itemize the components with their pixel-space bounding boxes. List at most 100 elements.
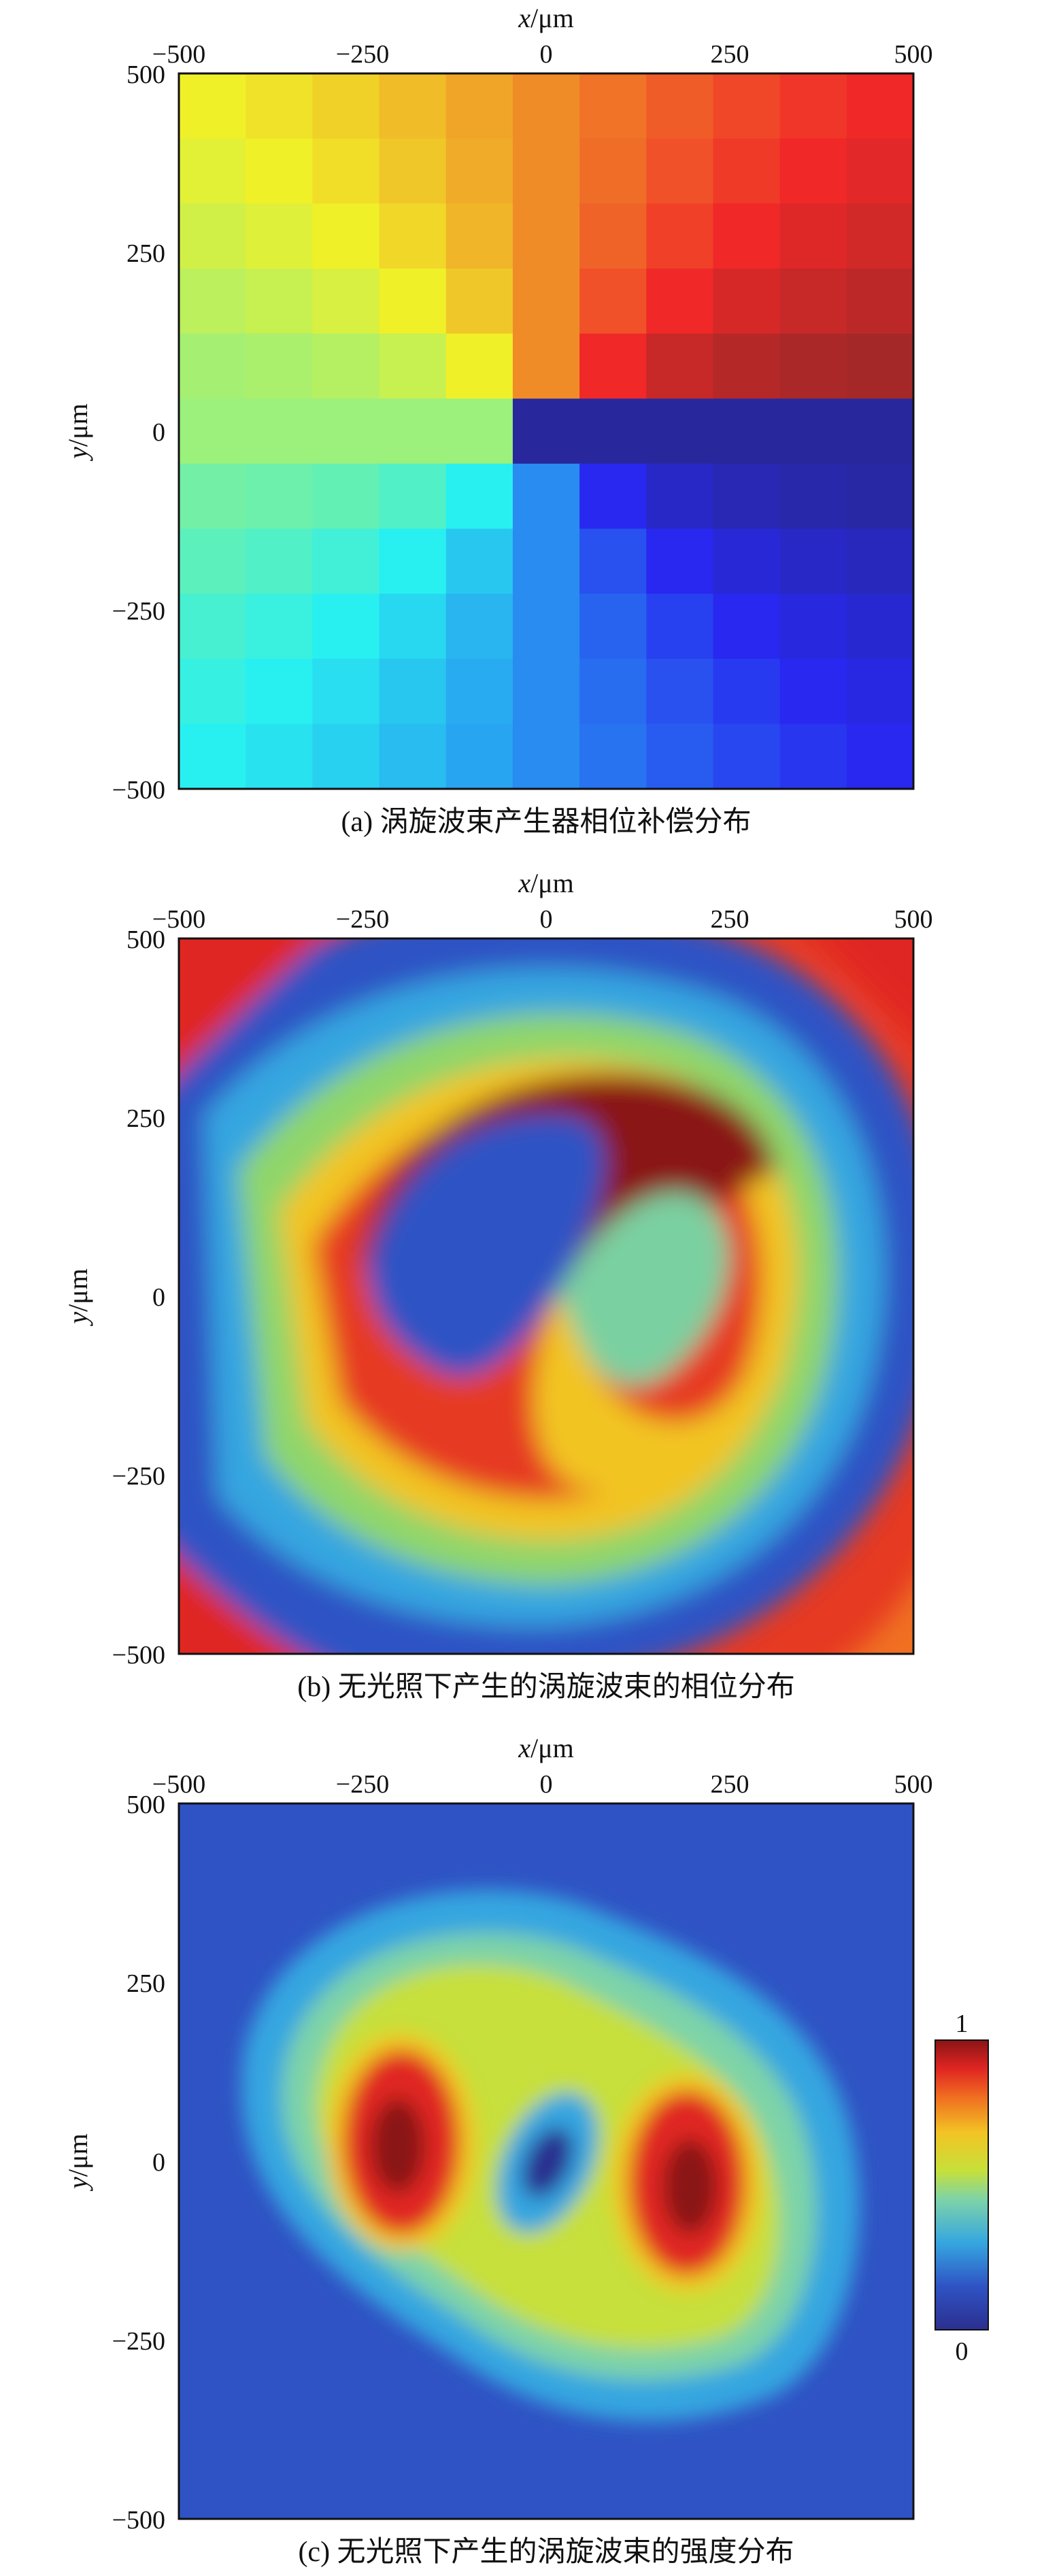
phase-cell-a <box>512 268 580 335</box>
phase-cell-a <box>846 724 914 790</box>
phase-cell-a <box>579 594 647 660</box>
plot-frame-a <box>178 72 915 790</box>
phase-cell-a <box>445 594 513 660</box>
phase-cell-a <box>579 463 647 530</box>
caption-b: (b) 无光照下产生的涡旋波束的相位分布 <box>297 1671 794 1703</box>
phase-cell-a <box>579 138 647 204</box>
phase-cell-a <box>713 203 781 269</box>
phase-cell-a <box>445 138 513 204</box>
phase-cell-a <box>846 138 914 204</box>
phase-cell-a <box>445 333 513 399</box>
phase-cell-a <box>512 203 580 269</box>
phase-cell-a <box>713 138 781 204</box>
phase-cell-a <box>246 658 313 724</box>
phase-cell-a <box>445 268 513 335</box>
phase-cell-a <box>445 724 513 790</box>
phase-cell-a <box>779 463 847 530</box>
phase-cell-a <box>646 724 714 790</box>
phase-cell-a <box>646 594 714 660</box>
phase-cell-a <box>246 333 313 399</box>
colorbar-min-label: 0 <box>956 2337 969 2366</box>
phase-cell-a <box>379 138 447 204</box>
phase-cell-a <box>445 203 513 269</box>
phase-cell-a <box>179 73 246 139</box>
y-tick-b-1: 250 <box>127 1104 165 1133</box>
phase-cell-a <box>846 528 914 594</box>
phase-cell-a <box>179 333 246 399</box>
phase-cell-a <box>246 138 313 204</box>
phase-cell-a <box>312 463 380 530</box>
y-tick-a-2: 0 <box>152 418 165 447</box>
phase-cell-a <box>512 724 580 790</box>
y-tick-b-4: −500 <box>112 1641 165 1670</box>
phase-cell-a <box>846 658 914 724</box>
phase-cell-a <box>579 333 647 399</box>
panel-b: −500 −250 0 250 500 x/μm 500 250 0 −250 … <box>63 868 933 1703</box>
y-axis-title-b: y/μm <box>63 1268 93 1326</box>
phase-cell-a <box>379 528 447 594</box>
phase-cell-a <box>246 594 313 660</box>
phase-cell-a <box>713 333 781 399</box>
panel-a: −500 −250 0 250 500 x/μm 500 250 0 −250 … <box>63 3 933 838</box>
phase-cell-a <box>179 463 246 530</box>
phase-cell-a <box>646 399 714 464</box>
x-axis-title-c: x/μm <box>518 1733 573 1763</box>
x-axis-title-b: x/μm <box>518 868 573 898</box>
plot-frame-b <box>178 937 915 1655</box>
y-ticks-a: 500 250 0 −250 −500 <box>112 61 165 804</box>
x-tick-a-0: −500 <box>152 40 205 69</box>
y-tick-a-0: 500 <box>127 61 165 89</box>
phase-cell-a <box>779 268 847 335</box>
phase-cell-a <box>846 73 914 139</box>
phase-cell-a <box>646 463 714 530</box>
x-axis-title-a: x/μm <box>518 3 573 33</box>
phase-cell-a <box>312 268 380 335</box>
phase-cell-a <box>379 73 447 139</box>
phase-cell-a <box>312 203 380 269</box>
phase-cell-a <box>579 399 647 464</box>
phase-cell-a <box>246 73 313 139</box>
phase-cell-a <box>779 658 847 724</box>
phase-cell-a <box>846 268 914 335</box>
phase-cell-a <box>579 73 647 139</box>
phase-cell-a <box>312 73 380 139</box>
phase-cell-a <box>846 203 914 269</box>
y-tick-a-4: −500 <box>112 776 165 804</box>
x-tick-b-1: −250 <box>336 905 389 934</box>
x-tick-c-1: −250 <box>336 1770 389 1799</box>
plot-frame-c <box>178 1802 915 2520</box>
phase-cell-a <box>713 724 781 790</box>
phase-cell-a <box>713 658 781 724</box>
phase-cell-a <box>179 268 246 335</box>
x-ticks-a: −500 −250 0 250 500 <box>152 40 933 69</box>
y-tick-b-3: −250 <box>112 1462 165 1491</box>
phase-cell-a <box>445 463 513 530</box>
phase-cell-a <box>512 594 580 660</box>
phase-cell-a <box>445 73 513 139</box>
phase-cell-a <box>179 203 246 269</box>
x-tick-c-3: 250 <box>711 1770 750 1799</box>
phase-cell-a <box>512 463 580 530</box>
y-tick-c-3: −250 <box>112 2327 165 2356</box>
phase-cell-a <box>312 138 380 204</box>
phase-cell-a <box>246 203 313 269</box>
phase-cell-a <box>846 594 914 660</box>
phase-cell-a <box>779 528 847 594</box>
phase-cell-a <box>646 203 714 269</box>
phase-cell-a <box>846 463 914 530</box>
phase-cell-a <box>579 724 647 790</box>
phase-cell-a <box>445 658 513 724</box>
intensity-map-c <box>179 1803 913 2519</box>
phase-cell-a <box>779 594 847 660</box>
phase-cell-a <box>445 528 513 594</box>
phase-cell-a <box>713 73 781 139</box>
phase-cell-a <box>646 528 714 594</box>
phase-cell-a <box>179 658 246 724</box>
phase-cell-a <box>713 528 781 594</box>
y-tick-c-4: −500 <box>112 2506 165 2535</box>
phase-cell-a <box>246 268 313 335</box>
phase-cell-a <box>512 658 580 724</box>
phase-cell-a <box>445 399 513 464</box>
x-tick-c-0: −500 <box>152 1770 205 1799</box>
